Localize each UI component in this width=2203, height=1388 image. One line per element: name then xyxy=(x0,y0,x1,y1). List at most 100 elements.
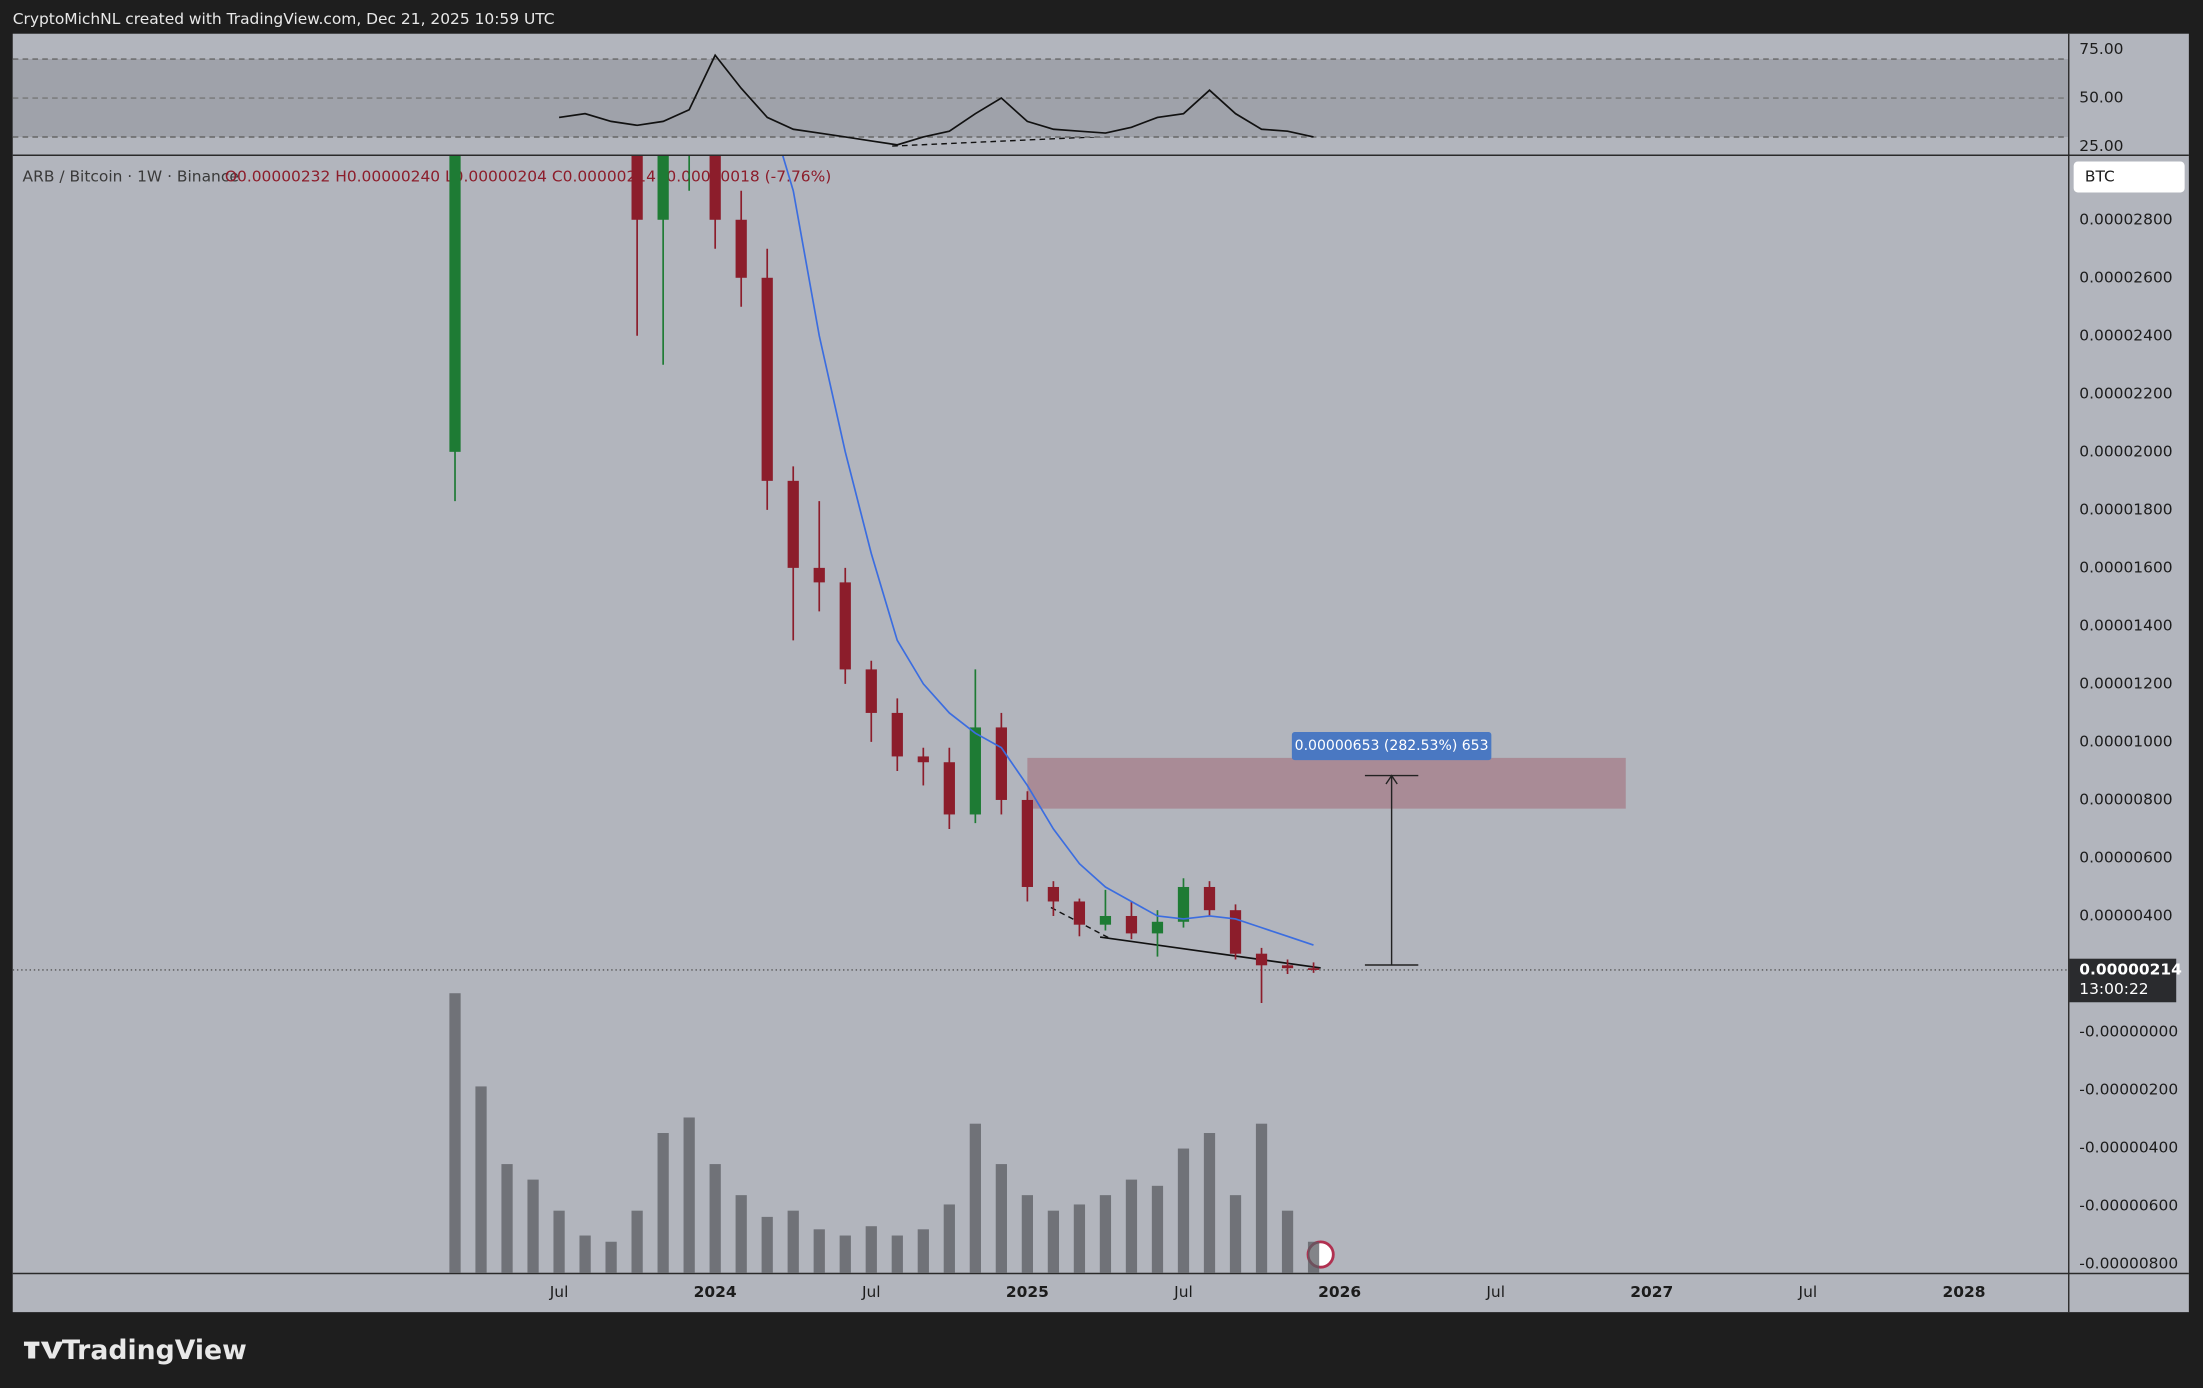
y-tick-label: 0.00002400 xyxy=(2079,326,2172,344)
candle-body xyxy=(449,155,461,452)
x-tick-label: 2028 xyxy=(1942,1283,1985,1301)
rsi-tick-label: 25.00 xyxy=(2079,137,2123,155)
volume-bar xyxy=(1307,1241,1320,1273)
measure-label: 0.00000653 (282.53%) 653 xyxy=(1295,738,1489,754)
candle-body xyxy=(891,712,903,757)
y-tick-label: 0.00001200 xyxy=(2079,674,2172,692)
volume-bar xyxy=(1125,1179,1138,1273)
candle-body xyxy=(917,756,929,763)
candle-body xyxy=(839,582,851,670)
y-tick-label: 0.00002200 xyxy=(2079,384,2172,402)
moving-average xyxy=(781,155,1314,946)
y-tick-label: 0.00002800 xyxy=(2079,210,2172,228)
x-tick-label: 2025 xyxy=(1006,1283,1049,1301)
y-tick-label: -0.00000400 xyxy=(2079,1139,2178,1157)
currency: BTC xyxy=(2085,168,2115,186)
y-tick-label: 0.00001400 xyxy=(2079,616,2172,634)
x-tick-label: Jul xyxy=(1798,1283,1818,1301)
volume-bar xyxy=(553,1210,565,1273)
rsi-line xyxy=(558,53,1314,146)
candle-body xyxy=(631,155,643,220)
volume-bar xyxy=(1203,1133,1216,1273)
y-tick-label: 0.00002600 xyxy=(2079,268,2172,286)
volume-bar xyxy=(969,1123,981,1273)
volume-bar xyxy=(1151,1185,1164,1273)
candle-body xyxy=(1177,886,1190,922)
candle-body xyxy=(1281,965,1294,969)
volume-bar xyxy=(709,1164,721,1273)
candle-body xyxy=(1307,968,1320,970)
candle-body xyxy=(735,219,747,278)
y-tick-label: -0.00000600 xyxy=(2079,1197,2178,1215)
volume-bar xyxy=(527,1179,539,1273)
candle-body xyxy=(995,727,1007,800)
candle-body xyxy=(709,155,721,220)
candle-body xyxy=(787,480,799,568)
x-tick-label: 2027 xyxy=(1630,1283,1673,1301)
candle-body xyxy=(1255,953,1268,966)
rsi-tick-label: 50.00 xyxy=(2079,89,2123,107)
candle-body xyxy=(1073,901,1086,925)
volume-bar xyxy=(1229,1195,1242,1273)
volume-bar xyxy=(995,1164,1007,1273)
volume-bar xyxy=(449,993,461,1273)
candle-body xyxy=(969,727,981,815)
brand: TradingView xyxy=(62,1335,247,1366)
volume-bar xyxy=(865,1226,877,1273)
candle-body xyxy=(657,155,669,220)
logo-icon xyxy=(23,1341,64,1359)
volume-bar xyxy=(735,1195,747,1273)
chart-area xyxy=(12,33,2189,1313)
x-tick-label: Jul xyxy=(549,1283,569,1301)
price-tag xyxy=(2069,958,2177,1003)
countdown: 13:00:22 xyxy=(2079,980,2148,998)
currency-box xyxy=(2073,161,2185,193)
candle-body xyxy=(1229,910,1242,954)
header: CryptoMichNL created with TradingView.co… xyxy=(13,10,555,28)
measure-arrow xyxy=(1385,774,1398,785)
volume-bar xyxy=(891,1235,903,1273)
volume-bar xyxy=(839,1235,851,1273)
y-tick-label: -0.00000000 xyxy=(2079,1023,2178,1041)
candle-body xyxy=(813,567,825,583)
y-tick-label: 0.00001000 xyxy=(2079,732,2172,750)
symbol: ARB / Bitcoin · 1W · Binance xyxy=(23,168,239,186)
volume-bar xyxy=(657,1133,669,1273)
y-tick-label: 0.00000400 xyxy=(2079,906,2172,924)
volume-bar xyxy=(605,1241,617,1273)
volume-bar xyxy=(475,1086,487,1273)
ohlc-legend: O0.00000232 H0.00000240 L0.00000204 C0.0… xyxy=(225,168,831,186)
trendline xyxy=(1099,936,1321,969)
volume-bar xyxy=(943,1204,955,1273)
y-tick-label: 0.00001600 xyxy=(2079,558,2172,576)
volume-bar xyxy=(787,1210,799,1273)
candle-body xyxy=(1047,886,1060,902)
x-tick-label: 2024 xyxy=(694,1283,737,1301)
volume-bar xyxy=(1073,1204,1086,1273)
volume-bar xyxy=(501,1164,513,1273)
price-tag-label: 0.00000214 xyxy=(2079,960,2182,978)
y-tick-label: 0.00001800 xyxy=(2079,500,2172,518)
volume-bar xyxy=(1281,1210,1294,1273)
candle-body xyxy=(1125,915,1138,934)
x-tick-label: Jul xyxy=(861,1283,881,1301)
y-tick-label: 0.00002000 xyxy=(2079,442,2172,460)
candle-body xyxy=(1099,915,1112,925)
y-tick-label: 0.00000600 xyxy=(2079,848,2172,866)
y-tick-label: 0.00000800 xyxy=(2079,790,2172,808)
x-tick-label: Jul xyxy=(1173,1283,1193,1301)
volume-bar xyxy=(579,1235,591,1273)
candle-body xyxy=(1203,886,1216,911)
candle-body xyxy=(1151,921,1164,934)
volume-bar xyxy=(917,1229,929,1273)
candle-body xyxy=(1021,799,1033,887)
candle-body xyxy=(943,762,955,815)
volume-bar xyxy=(1099,1195,1112,1273)
x-tick-label: Jul xyxy=(1485,1283,1505,1301)
candle-body xyxy=(579,0,590,17)
rsi-tick-label: 75.00 xyxy=(2079,40,2123,58)
candle-body xyxy=(761,277,773,481)
y-tick-label: -0.00000800 xyxy=(2079,1255,2178,1273)
rsi-pane xyxy=(12,53,2069,146)
